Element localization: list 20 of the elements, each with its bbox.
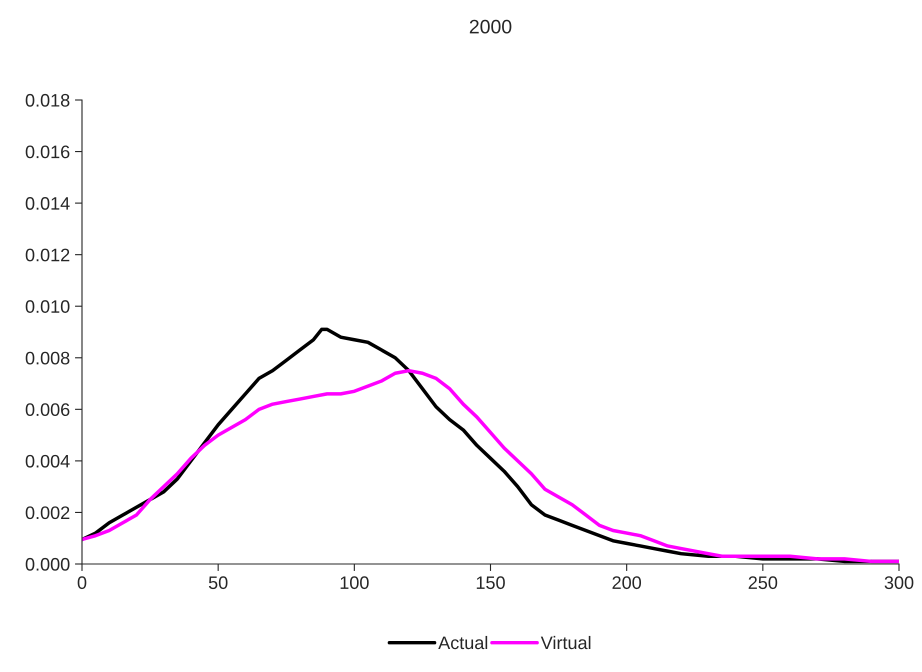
legend-label: Virtual (540, 636, 590, 650)
y-tick-label: 0.008 (26, 352, 70, 364)
y-tick-label: 0.002 (26, 506, 70, 520)
x-tick-label: 300 (884, 576, 914, 590)
chart-title: 2000 (470, 20, 512, 34)
x-tick-label: 150 (476, 576, 505, 590)
y-tick-label: 0.006 (26, 403, 70, 416)
y-tick-label: 0.016 (26, 145, 70, 158)
x-tick-label: 50 (208, 576, 228, 590)
y-tick-label: 0.014 (26, 197, 70, 210)
x-tick-label: 250 (748, 576, 778, 590)
y-tick-label: 0.018 (26, 94, 70, 107)
x-tick-label: 200 (612, 576, 642, 590)
y-tick-label: 0.010 (26, 300, 70, 313)
y-tick-label: 0.004 (26, 454, 70, 468)
x-tick-label: 100 (340, 576, 369, 590)
y-tick-label: 0.012 (26, 248, 70, 262)
x-tick-label: 0 (78, 576, 86, 590)
y-tick-label: 0.000 (26, 558, 70, 571)
legend-label: Actual (438, 636, 488, 650)
